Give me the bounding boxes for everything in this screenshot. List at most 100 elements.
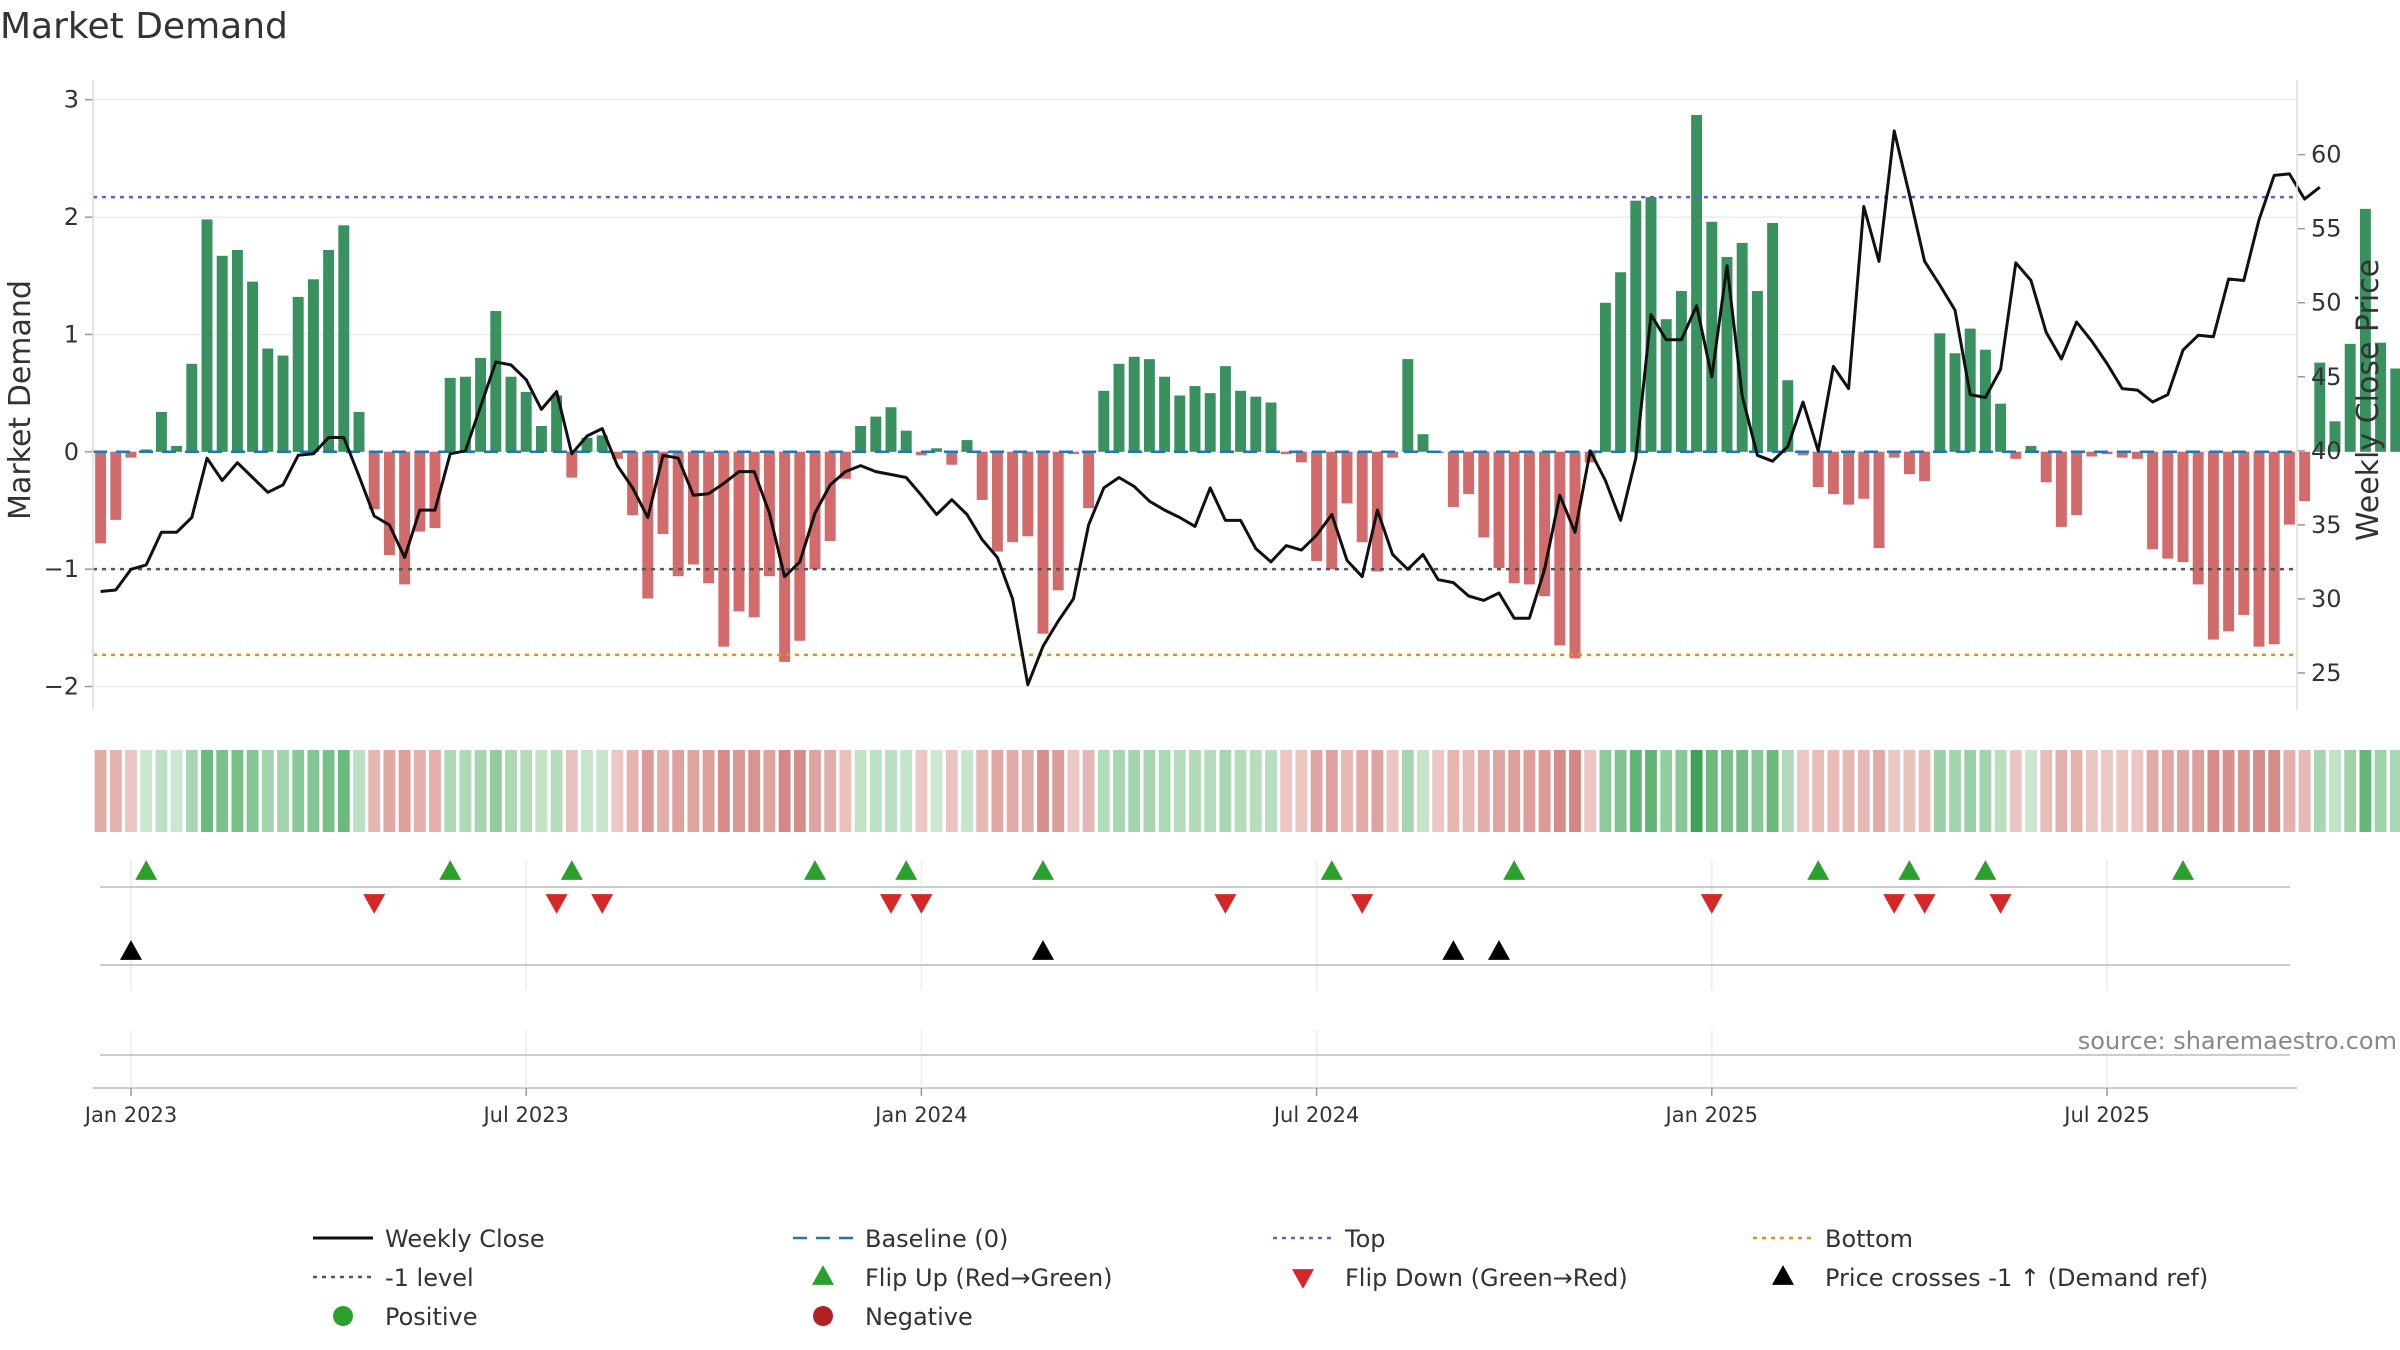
strip-cell — [763, 750, 776, 832]
demand-bar — [566, 451, 578, 478]
demand-bar — [1903, 451, 1915, 475]
demand-bar — [399, 451, 411, 585]
strip-cell — [1979, 750, 1992, 832]
flip-up-marker — [1974, 860, 1997, 880]
demand-bar — [1128, 356, 1140, 452]
demand-bar — [1250, 396, 1262, 452]
strip-cell — [1949, 750, 1961, 832]
demand-bar — [2283, 451, 2295, 525]
strip-cell — [1082, 750, 1095, 832]
demand-bar — [1022, 451, 1034, 537]
demand-bar — [1326, 451, 1338, 570]
demand-bar — [1812, 451, 1824, 488]
price-cross-marker — [1488, 940, 1510, 960]
strip-cell — [885, 750, 897, 832]
demand-bar — [1189, 386, 1201, 452]
demand-bar — [2086, 451, 2098, 457]
demand-bar — [1630, 200, 1642, 452]
strip-cell — [1508, 750, 1521, 832]
demand-bar — [505, 376, 517, 452]
strip-cell — [1037, 750, 1049, 832]
strip-cell — [1918, 750, 1931, 832]
flip-down-marker — [545, 894, 568, 914]
strip-cell — [1401, 750, 1414, 832]
demand-bar — [2299, 451, 2311, 502]
strip-cell — [201, 750, 213, 832]
strip-cell — [839, 750, 852, 832]
demand-bar — [1007, 451, 1019, 543]
strip-cell — [1614, 750, 1627, 832]
demand-bar — [1493, 451, 1505, 568]
strip-cell — [702, 750, 715, 832]
weekly-close-series — [100, 129, 2321, 687]
flip-down-marker — [591, 894, 614, 914]
strip-cell — [1599, 750, 1612, 832]
demand-bar — [642, 451, 654, 599]
strip-cell — [1933, 750, 1946, 832]
strip-cell — [1766, 750, 1779, 832]
strip-cell — [2009, 750, 2022, 832]
strip-cell — [1295, 750, 1308, 832]
demand-bar — [1235, 390, 1247, 452]
demand-bar — [1660, 319, 1672, 452]
price-cross-marker — [1442, 940, 1465, 960]
strip-cell — [1629, 750, 1642, 832]
y-tick-label: −1 — [44, 555, 79, 583]
strip-cell — [961, 750, 973, 832]
strip-cell — [2131, 750, 2144, 832]
strip-cell — [1888, 750, 1901, 832]
top-legend-label: Top — [1344, 1225, 1386, 1253]
demand-bar — [627, 451, 639, 516]
y-tick-label: 1 — [64, 320, 79, 348]
axes: Market Demand Weekly Close Price source:… — [3, 80, 2397, 1127]
strip-cell — [1341, 750, 1353, 832]
strip-cell — [2040, 750, 2053, 832]
demand-bar — [2390, 368, 2400, 452]
strip-cell — [1994, 750, 2007, 832]
demand-bar — [1067, 451, 1079, 455]
demand-bar — [1402, 359, 1414, 452]
demand-bar — [2375, 342, 2387, 452]
demand-bar — [2223, 451, 2235, 632]
demand-bar — [490, 310, 502, 452]
strip-cell — [1249, 750, 1262, 832]
demand-bar — [2055, 451, 2067, 527]
demand-bar — [1037, 451, 1049, 634]
strip-cell — [2344, 750, 2357, 832]
strip-cell — [1857, 750, 1870, 832]
strip-cell — [1964, 750, 1977, 832]
demand-bar — [855, 425, 867, 452]
strip-cell — [1873, 750, 1885, 832]
demand-bar — [1311, 451, 1323, 561]
strip-cell — [1736, 750, 1749, 832]
flip-down-marker — [1700, 894, 1723, 914]
demand-heat-strip — [94, 750, 2400, 832]
strip-cell — [1827, 750, 1840, 832]
strip-cell — [1842, 750, 1855, 832]
demand-bar — [2010, 451, 2022, 459]
strip-cell — [505, 750, 517, 832]
strip-cell — [626, 750, 639, 832]
strip-cell — [1432, 750, 1445, 832]
demand-bar — [2147, 451, 2159, 550]
strip-cell — [337, 750, 350, 832]
price-cross-legend-label: Price crosses -1 ↑ (Demand ref) — [1825, 1264, 2208, 1292]
demand-bar — [186, 363, 198, 452]
strip-cell — [1356, 750, 1369, 832]
strip-cell — [2389, 750, 2400, 832]
flip-up-marker — [1807, 860, 1830, 880]
demand-bar — [1265, 402, 1277, 452]
strip-cell — [307, 750, 320, 832]
strip-cell — [657, 750, 669, 832]
flip-up-marker — [1898, 860, 1921, 880]
demand-bar — [201, 219, 213, 452]
strip-cell — [581, 750, 593, 832]
demand-bar — [596, 435, 608, 452]
demand-bar — [1478, 451, 1490, 538]
strip-cell — [1462, 750, 1475, 832]
strip-cell — [1660, 750, 1673, 832]
strip-cell — [185, 750, 198, 832]
demand-bar — [155, 411, 167, 452]
demand-bar — [1463, 451, 1475, 495]
demand-bar — [870, 416, 882, 452]
